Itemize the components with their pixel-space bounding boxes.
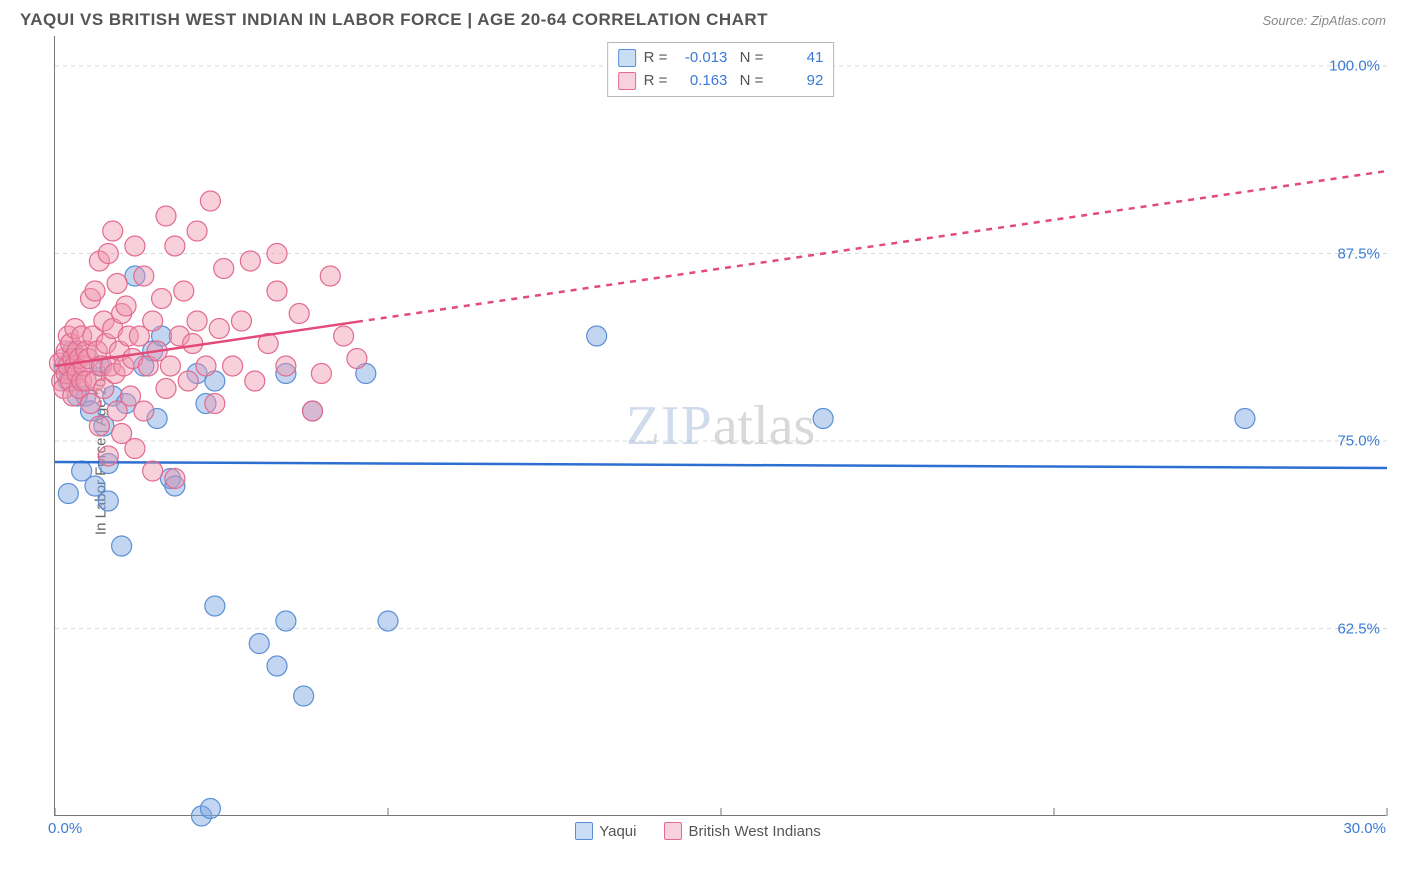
corr-r-label: R = (644, 70, 668, 93)
correlation-legend: R = -0.013 N = 41 R = 0.163 N = 92 (607, 42, 835, 97)
corr-n-label: N = (735, 47, 763, 70)
correlation-chart: YAQUI VS BRITISH WEST INDIAN IN LABOR FO… (10, 10, 1396, 882)
swatch-yaqui (618, 49, 636, 67)
corr-row-bwi: R = 0.163 N = 92 (618, 70, 824, 93)
y-tick-label: 75.0% (1337, 433, 1380, 450)
chart-title: YAQUI VS BRITISH WEST INDIAN IN LABOR FO… (20, 10, 768, 30)
plot-area: ZIPatlas R = -0.013 N = 41 R = 0.163 N =… (54, 36, 1386, 816)
corr-n-label: N = (735, 70, 763, 93)
corr-r-value-bwi: 0.163 (675, 70, 727, 93)
corr-n-value-yaqui: 41 (771, 47, 823, 70)
y-tick-label: 87.5% (1337, 245, 1380, 262)
y-tick-label: 62.5% (1337, 620, 1380, 637)
y-tick-label: 100.0% (1329, 58, 1380, 75)
corr-n-value-bwi: 92 (771, 70, 823, 93)
plot-wrap: In Labor Force | Age 20-64 ZIPatlas R = … (10, 36, 1396, 856)
corr-row-yaqui: R = -0.013 N = 41 (618, 47, 824, 70)
plot-svg (55, 36, 1386, 815)
corr-r-label: R = (644, 47, 668, 70)
legend-label-bwi: British West Indians (688, 823, 820, 840)
title-row: YAQUI VS BRITISH WEST INDIAN IN LABOR FO… (10, 10, 1396, 36)
chart-source: Source: ZipAtlas.com (1262, 13, 1386, 28)
legend-item-yaqui: Yaqui (575, 822, 636, 840)
legend-label-yaqui: Yaqui (599, 823, 636, 840)
swatch-bwi (664, 822, 682, 840)
bottom-legend: Yaqui British West Indians (10, 822, 1386, 840)
corr-r-value-yaqui: -0.013 (675, 47, 727, 70)
swatch-bwi (618, 72, 636, 90)
swatch-yaqui (575, 822, 593, 840)
legend-item-bwi: British West Indians (664, 822, 820, 840)
